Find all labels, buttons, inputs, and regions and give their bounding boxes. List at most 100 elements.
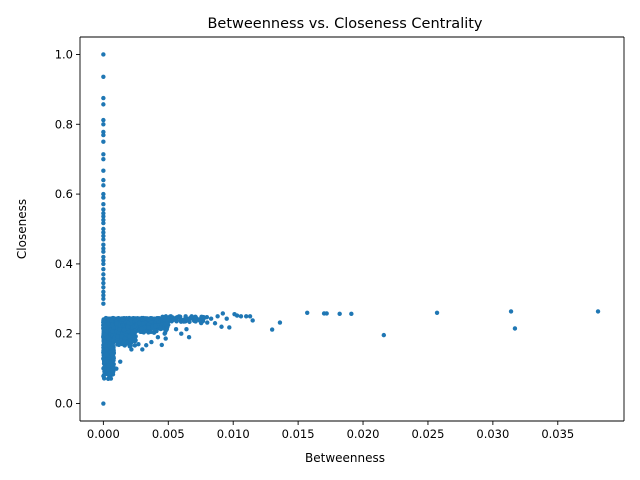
data-point	[115, 333, 120, 339]
data-point	[220, 311, 226, 316]
data-point	[110, 329, 115, 334]
data-point	[101, 129, 106, 135]
x-tick-label: 0.030	[476, 427, 509, 441]
data-point	[101, 301, 106, 306]
data-point	[179, 331, 184, 336]
data-point	[154, 317, 159, 322]
data-point	[101, 226, 106, 232]
data-point	[101, 276, 106, 282]
data-point	[108, 345, 114, 350]
data-point	[149, 339, 154, 345]
chart-title: Betweenness vs. Closeness Centrality	[207, 16, 482, 32]
data-point	[114, 366, 119, 371]
points-layer	[101, 52, 601, 406]
data-point	[101, 280, 106, 286]
data-point	[101, 233, 106, 239]
data-point	[181, 319, 187, 324]
data-point	[512, 326, 518, 331]
data-point	[232, 311, 237, 317]
data-point	[434, 310, 440, 315]
data-point	[163, 315, 168, 320]
x-tick-label: 0.015	[282, 427, 315, 441]
data-point	[247, 314, 253, 319]
data-point	[136, 342, 141, 347]
data-point	[101, 261, 106, 267]
data-point	[101, 249, 106, 254]
data-point	[101, 211, 106, 216]
data-point	[153, 323, 158, 329]
data-point	[101, 285, 106, 290]
data-point	[189, 314, 194, 319]
data-point	[184, 326, 189, 332]
data-point	[101, 401, 106, 406]
y-tick-label: 0.4	[55, 257, 73, 271]
data-point	[140, 347, 145, 352]
data-point	[243, 314, 249, 319]
x-ticks: 0.000 0.005 0.010 0.015 0.020 0.025 0.030 0.035	[87, 421, 574, 441]
data-point	[208, 316, 214, 321]
data-point	[162, 331, 167, 336]
data-point	[212, 321, 218, 326]
data-point	[238, 314, 244, 319]
data-point	[101, 214, 106, 219]
y-tick-label: 0.2	[55, 327, 73, 341]
data-point	[146, 317, 152, 322]
x-tick-label: 0.010	[217, 427, 250, 441]
data-point	[101, 95, 106, 101]
data-point	[101, 168, 106, 173]
data-point	[132, 336, 137, 342]
data-point	[227, 325, 232, 330]
data-point	[124, 340, 129, 345]
data-point	[101, 217, 106, 223]
data-point	[111, 355, 116, 361]
x-tick-label: 0.000	[87, 427, 120, 441]
data-point	[277, 320, 283, 325]
x-axis-label: Betweenness	[305, 451, 385, 465]
y-tick-label: 0.0	[55, 397, 73, 411]
data-point	[101, 183, 106, 188]
data-point	[132, 328, 137, 334]
data-point	[173, 326, 179, 332]
data-point	[101, 237, 106, 242]
data-point	[121, 327, 127, 333]
data-point	[163, 336, 168, 341]
data-point	[508, 309, 514, 314]
data-point	[101, 152, 106, 157]
data-point	[111, 325, 116, 331]
data-point	[103, 343, 108, 349]
data-point	[101, 202, 106, 207]
y-axis-label: Closeness	[15, 199, 29, 259]
data-point	[224, 316, 229, 321]
data-point	[106, 362, 111, 368]
data-point	[142, 328, 148, 334]
data-point	[114, 321, 119, 327]
data-point	[101, 296, 106, 302]
data-point	[155, 335, 161, 340]
data-point	[101, 258, 106, 263]
data-point	[102, 339, 107, 345]
data-point	[101, 156, 106, 162]
data-point	[137, 320, 142, 326]
data-point	[125, 324, 131, 329]
data-point	[186, 335, 192, 340]
data-point	[103, 352, 109, 357]
data-point	[118, 334, 124, 339]
data-point	[117, 327, 122, 332]
data-point	[102, 323, 108, 328]
data-point	[110, 368, 115, 374]
data-point	[101, 246, 106, 251]
data-point	[127, 334, 132, 339]
data-point	[324, 311, 329, 316]
data-point	[101, 293, 106, 298]
data-point	[109, 318, 114, 323]
data-point	[101, 132, 106, 138]
data-point	[102, 332, 108, 337]
data-point	[101, 230, 106, 235]
data-point	[120, 317, 126, 322]
data-point	[101, 289, 106, 295]
data-point	[101, 117, 106, 123]
data-point	[219, 324, 224, 329]
data-point	[250, 318, 255, 323]
data-point	[159, 342, 164, 348]
